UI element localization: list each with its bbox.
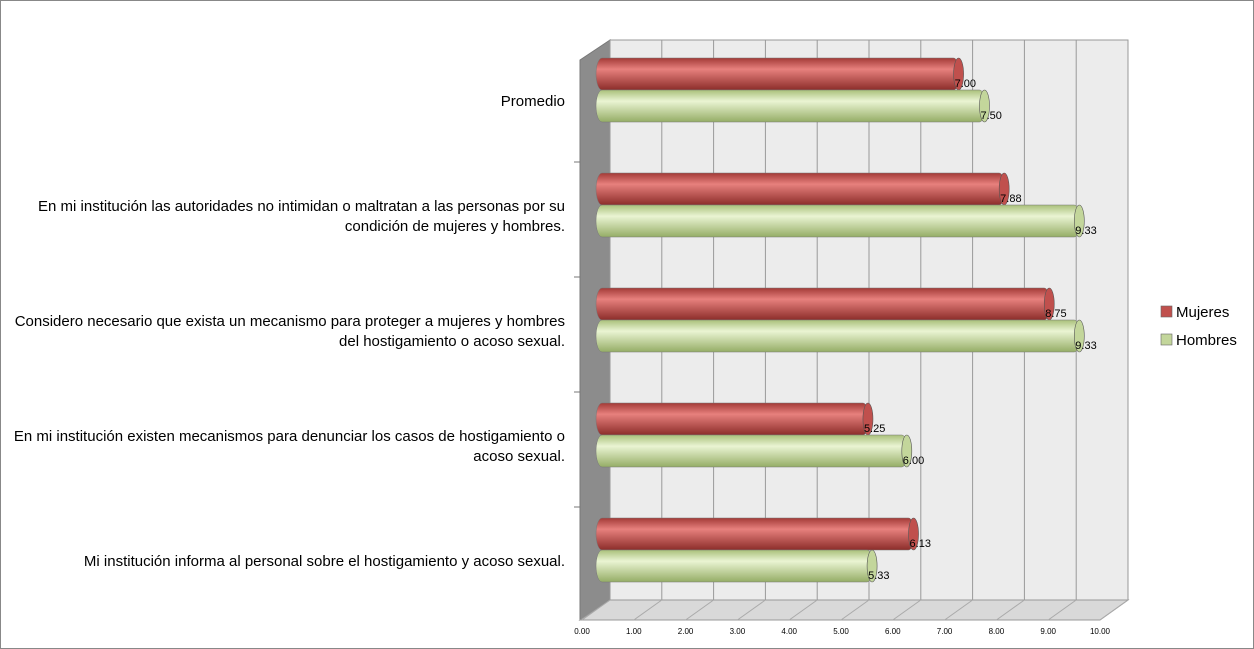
data-label: 6.13 xyxy=(910,538,931,550)
floor-line xyxy=(581,599,611,621)
y-tick-label: Mi institución informa al personal sobre… xyxy=(83,553,565,570)
data-label: 7.50 xyxy=(981,110,1002,122)
legend-swatch xyxy=(1160,333,1173,346)
bar xyxy=(595,434,909,468)
x-tick-label: 6.00 xyxy=(885,627,901,636)
bar-end xyxy=(908,517,919,551)
bar xyxy=(595,204,1081,238)
bar xyxy=(595,319,1081,353)
data-label: 8.75 xyxy=(1045,308,1066,320)
x-tick-label: 3.00 xyxy=(730,627,746,636)
bar xyxy=(595,172,1006,206)
x-tick-label: 1.00 xyxy=(626,627,642,636)
floor-line xyxy=(1047,599,1077,621)
floor-line xyxy=(633,599,663,621)
data-label: 7.00 xyxy=(955,78,976,90)
x-tick-label: 5.00 xyxy=(833,627,849,636)
bar xyxy=(595,57,960,91)
x-tick-label: 4.00 xyxy=(781,627,797,636)
x-tick-label: 0.00 xyxy=(574,627,590,636)
floor xyxy=(578,599,1130,621)
bar xyxy=(595,402,870,436)
floor-line xyxy=(737,599,766,621)
data-label: 6.00 xyxy=(903,455,924,467)
bar xyxy=(595,517,915,551)
bar xyxy=(595,549,874,583)
bar-end xyxy=(866,549,878,583)
bar-end xyxy=(901,434,913,468)
data-label: 5.25 xyxy=(864,423,885,435)
y-tick-label: Promedio xyxy=(500,93,565,110)
bar-end xyxy=(979,89,990,123)
y-tick-label: En mi institución las autoridades no int… xyxy=(38,198,565,235)
floor-line xyxy=(1099,599,1129,621)
floor-line xyxy=(996,599,1025,621)
y-tick-label: En mi institución existen mecanismos par… xyxy=(13,428,565,465)
data-label: 5.33 xyxy=(868,570,889,582)
floor-line xyxy=(892,599,922,621)
x-tick-label: 2.00 xyxy=(678,627,694,636)
floor-line xyxy=(944,599,973,621)
bar-end xyxy=(1073,319,1085,353)
y-tick-label: Considero necesario que exista un mecani… xyxy=(14,313,565,350)
data-label: 7.88 xyxy=(1000,193,1021,205)
bar xyxy=(595,89,986,123)
data-label: 9.33 xyxy=(1075,340,1096,352)
floor-line xyxy=(840,599,870,621)
x-tick-label: 7.00 xyxy=(937,627,953,636)
bar xyxy=(595,287,1051,321)
floor-line xyxy=(788,599,818,621)
x-tick-label: 10.00 xyxy=(1090,627,1111,636)
data-label: 9.33 xyxy=(1075,225,1096,237)
legend-label: Mujeres xyxy=(1176,304,1229,321)
legend-label: Hombres xyxy=(1176,332,1237,349)
x-tick-label: 8.00 xyxy=(989,627,1005,636)
x-tick-label: 9.00 xyxy=(1040,627,1056,636)
bar-end xyxy=(1073,204,1085,238)
floor-line xyxy=(685,599,714,621)
legend-swatch xyxy=(1160,305,1173,318)
